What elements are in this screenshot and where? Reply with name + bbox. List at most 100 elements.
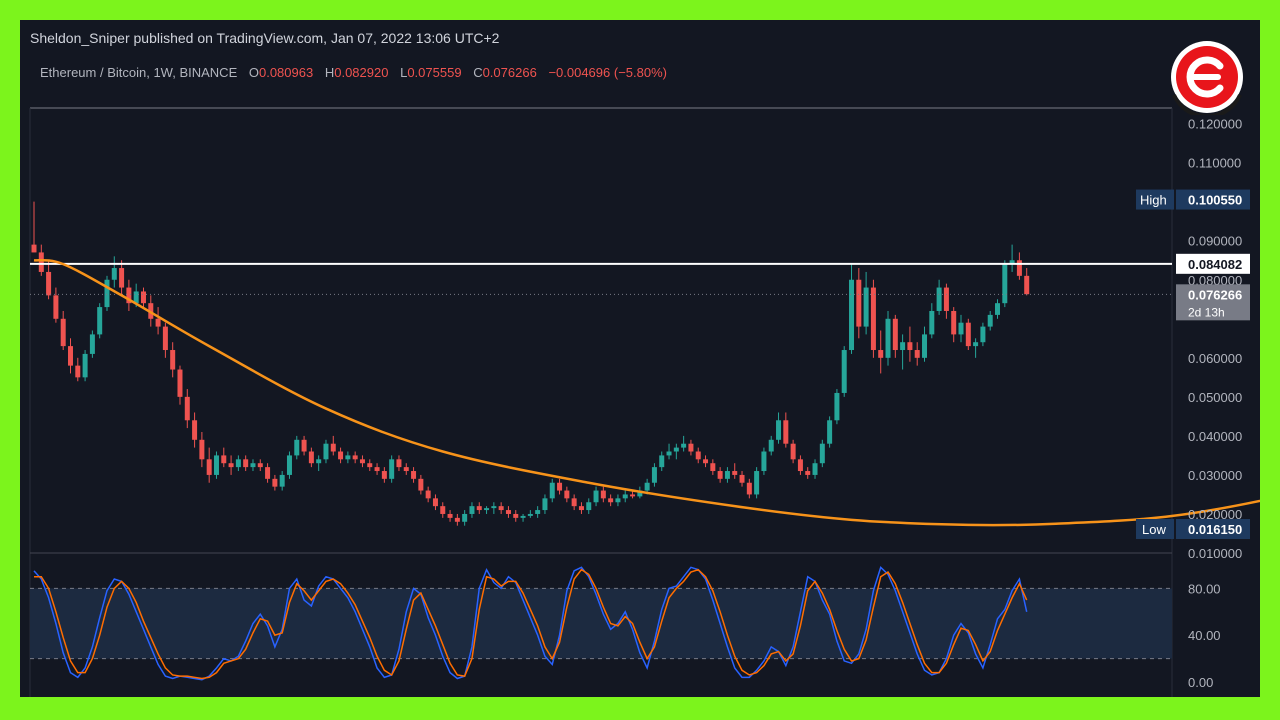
candle-body — [936, 287, 942, 311]
change-value: −0.004696 (−5.80%) — [548, 65, 667, 80]
high-tag-bg — [1136, 189, 1174, 210]
candle-body — [221, 455, 227, 464]
candle-body — [97, 307, 103, 335]
chart-svg[interactable]: 0.120000 0.110000 0.090000 0.080000 0.060000… — [20, 20, 1260, 697]
candle-body — [995, 303, 1001, 315]
candle-body — [38, 252, 44, 272]
candle-body — [812, 463, 818, 475]
candle-body — [294, 439, 300, 456]
price-tick-label: 0.010000 — [1188, 546, 1242, 561]
candle-body — [943, 287, 949, 311]
candle-body — [425, 490, 431, 499]
candle-body — [768, 439, 774, 452]
candle-body — [681, 443, 687, 448]
candle-body — [396, 459, 402, 468]
candle-body — [703, 459, 709, 464]
candle-body — [870, 287, 876, 351]
candle-body — [732, 471, 738, 475]
candle-body — [651, 467, 657, 483]
candle-body — [520, 515, 526, 518]
cup-curve — [33, 258, 1260, 527]
candle-body — [797, 459, 803, 472]
candle-body — [308, 451, 314, 464]
candle-body — [301, 439, 307, 452]
candle-body — [31, 244, 37, 253]
candle-body — [958, 322, 964, 335]
candle-body — [469, 506, 475, 514]
candle-body — [1009, 260, 1015, 265]
ohlc-legend: Ethereum / Bitcoin, 1W, BINANCE O0.08096… — [40, 65, 667, 80]
candle-body — [243, 459, 249, 468]
candle-body — [849, 279, 855, 351]
candle-body — [257, 463, 263, 468]
low-key: L — [400, 65, 408, 80]
price-tick-label: 0.080000 — [1188, 273, 1242, 288]
candle-body — [673, 447, 679, 452]
candle-body — [119, 268, 125, 288]
candle-body — [1002, 264, 1008, 304]
candle-body — [235, 459, 241, 468]
candle-body — [454, 517, 460, 522]
stoch-tick-label: 40.00 — [1188, 628, 1221, 643]
candle-body — [951, 310, 957, 335]
stoch-tick-label: 0.00 — [1188, 675, 1213, 690]
candle-body — [717, 471, 723, 479]
candle-body — [484, 508, 490, 511]
candle-body — [498, 506, 504, 511]
candle-body — [987, 314, 993, 327]
high-tag-value: 0.100550 — [1188, 193, 1242, 208]
candle-body — [140, 291, 146, 304]
price-tick-label: 0.120000 — [1188, 117, 1242, 132]
open-value: 0.080963 — [258, 65, 314, 80]
candle-body — [279, 474, 285, 487]
candle-body — [622, 494, 628, 499]
last-price-tag-bg — [1176, 284, 1250, 321]
candle-body — [630, 494, 636, 497]
candle-body — [359, 459, 365, 464]
candle-body — [615, 498, 621, 503]
candle-body — [213, 455, 219, 475]
candle-body — [374, 467, 380, 472]
candle-body — [286, 455, 292, 475]
countdown-tag: 2d 13h — [1188, 305, 1225, 319]
price-tick-label: 0.030000 — [1188, 468, 1242, 483]
candle-body — [776, 420, 782, 440]
candle-body — [885, 318, 891, 358]
candle-body — [75, 365, 81, 378]
publisher-line: Sheldon_Sniper published on TradingView.… — [30, 30, 500, 46]
price-tick-label: 0.040000 — [1188, 429, 1242, 444]
close-key: C — [473, 65, 483, 80]
candle-body — [89, 334, 95, 354]
candle-body — [746, 482, 752, 495]
candle-body — [892, 318, 898, 351]
candle-body — [666, 451, 672, 456]
candle-body — [60, 318, 66, 347]
candle-body — [527, 513, 533, 516]
candle-body — [199, 439, 205, 460]
candle-body — [593, 490, 599, 503]
candle-body — [432, 498, 438, 507]
low-tag-label: Low — [1142, 522, 1166, 537]
candle-body — [192, 420, 198, 440]
candle-body — [819, 443, 825, 464]
candle-body — [46, 271, 52, 296]
candle-body — [834, 392, 840, 421]
candle-body — [608, 498, 614, 503]
candle-body — [761, 451, 767, 472]
candle-body — [513, 513, 519, 518]
candle-body — [367, 463, 373, 468]
candle-body — [783, 420, 789, 444]
candle-body — [965, 322, 971, 347]
low-tag-bg — [1136, 518, 1174, 539]
price-tick-label: 0.110000 — [1188, 156, 1241, 171]
candle-body — [557, 482, 563, 491]
candle-body — [126, 287, 132, 304]
candle-body — [352, 455, 358, 460]
candle-body — [549, 482, 555, 499]
resistance-tag-bg — [1176, 253, 1250, 274]
open-key: O — [248, 65, 259, 80]
last-price-tag: 0.076266 — [1188, 287, 1242, 302]
candle-body — [323, 443, 329, 460]
candle-body — [586, 502, 592, 511]
high-key: H — [324, 65, 335, 80]
